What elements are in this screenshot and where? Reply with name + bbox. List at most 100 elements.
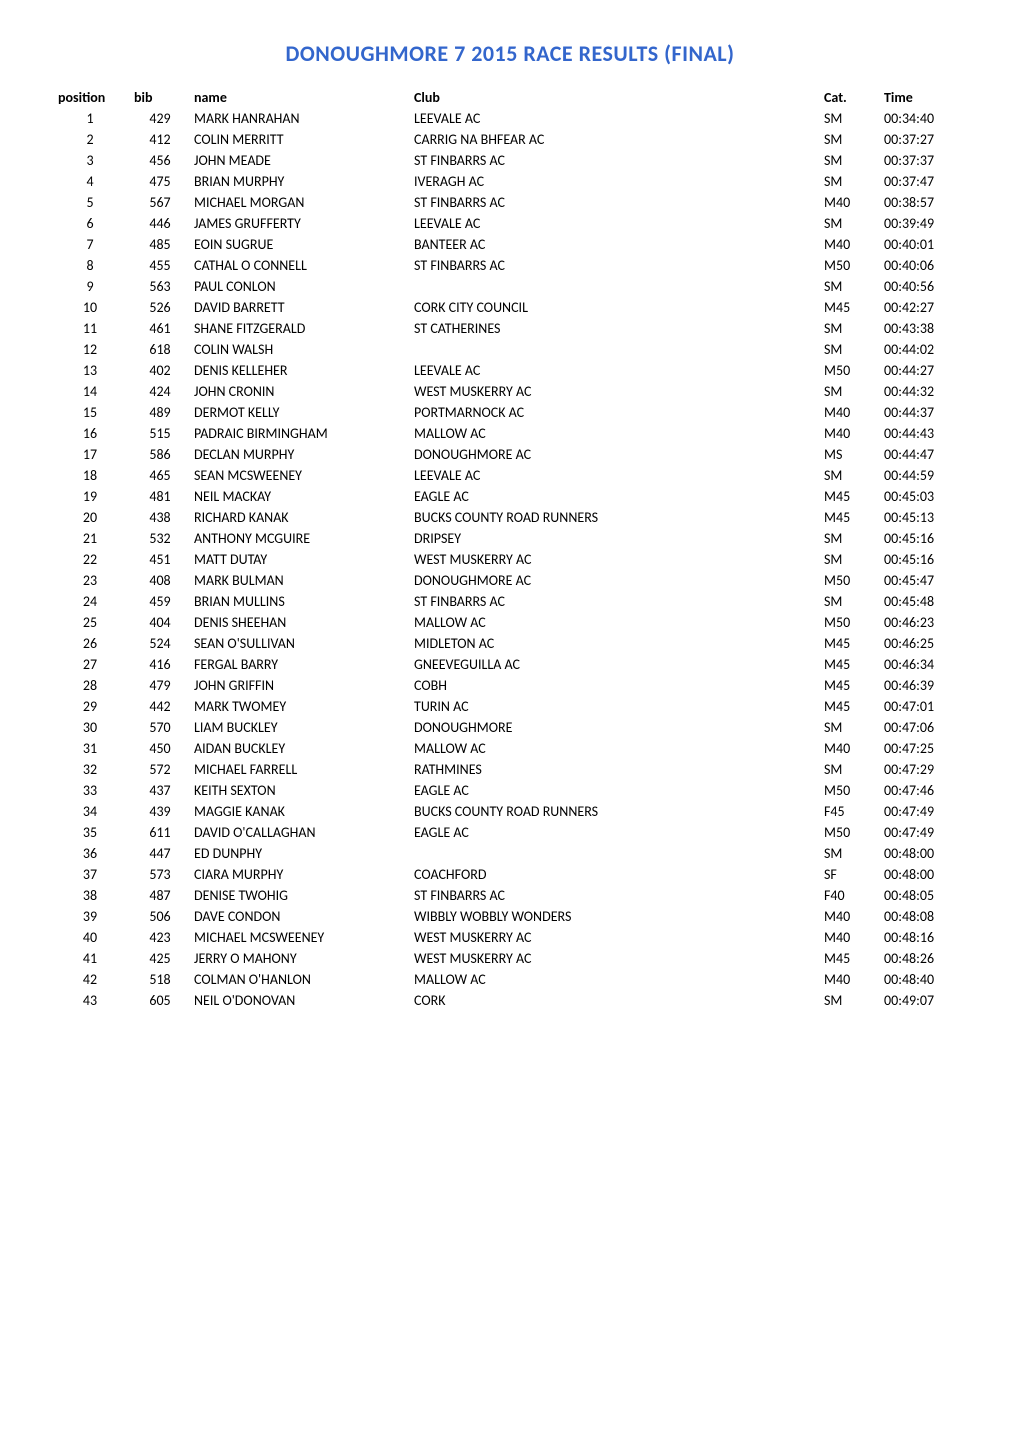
cell-position: 32 <box>50 759 130 780</box>
cell-bib: 442 <box>130 696 190 717</box>
table-row: 17586DECLAN MURPHYDONOUGHMORE ACMS00:44:… <box>50 444 970 465</box>
table-row: 25404DENIS SHEEHANMALLOW ACM5000:46:23 <box>50 612 970 633</box>
cell-cat: SM <box>820 129 880 150</box>
cell-cat: M45 <box>820 654 880 675</box>
table-row: 20438RICHARD KANAKBUCKS COUNTY ROAD RUNN… <box>50 507 970 528</box>
cell-bib: 570 <box>130 717 190 738</box>
cell-club: ST FINBARRS AC <box>410 192 820 213</box>
cell-cat: SM <box>820 339 880 360</box>
cell-cat: SM <box>820 150 880 171</box>
cell-bib: 412 <box>130 129 190 150</box>
table-row: 28479JOHN GRIFFINCOBHM4500:46:39 <box>50 675 970 696</box>
cell-cat: F45 <box>820 801 880 822</box>
cell-cat: SM <box>820 276 880 297</box>
cell-time: 00:46:25 <box>880 633 970 654</box>
cell-name: MICHAEL MORGAN <box>190 192 410 213</box>
table-row: 7485EOIN SUGRUEBANTEER ACM4000:40:01 <box>50 234 970 255</box>
cell-position: 23 <box>50 570 130 591</box>
cell-name: BRIAN MURPHY <box>190 171 410 192</box>
table-row: 8455CATHAL O CONNELLST FINBARRS ACM5000:… <box>50 255 970 276</box>
cell-name: MARK BULMAN <box>190 570 410 591</box>
cell-time: 00:44:43 <box>880 423 970 444</box>
cell-time: 00:40:06 <box>880 255 970 276</box>
cell-name: DENIS KELLEHER <box>190 360 410 381</box>
cell-time: 00:47:49 <box>880 801 970 822</box>
cell-bib: 515 <box>130 423 190 444</box>
cell-bib: 437 <box>130 780 190 801</box>
cell-club: ST FINBARRS AC <box>410 591 820 612</box>
cell-club: COACHFORD <box>410 864 820 885</box>
cell-position: 17 <box>50 444 130 465</box>
table-row: 15489DERMOT KELLYPORTMARNOCK ACM4000:44:… <box>50 402 970 423</box>
table-row: 37573CIARA MURPHYCOACHFORDSF00:48:00 <box>50 864 970 885</box>
table-row: 23408MARK BULMANDONOUGHMORE ACM5000:45:4… <box>50 570 970 591</box>
cell-time: 00:45:03 <box>880 486 970 507</box>
table-row: 34439MAGGIE KANAKBUCKS COUNTY ROAD RUNNE… <box>50 801 970 822</box>
cell-position: 41 <box>50 948 130 969</box>
cell-cat: SM <box>820 171 880 192</box>
cell-time: 00:44:59 <box>880 465 970 486</box>
cell-time: 00:45:13 <box>880 507 970 528</box>
cell-bib: 408 <box>130 570 190 591</box>
cell-name: SEAN O'SULLIVAN <box>190 633 410 654</box>
cell-club <box>410 339 820 360</box>
cell-position: 37 <box>50 864 130 885</box>
cell-position: 30 <box>50 717 130 738</box>
table-row: 36447ED DUNPHYSM00:48:00 <box>50 843 970 864</box>
cell-bib: 481 <box>130 486 190 507</box>
cell-club: BANTEER AC <box>410 234 820 255</box>
cell-bib: 439 <box>130 801 190 822</box>
cell-cat: M50 <box>820 360 880 381</box>
cell-name: BRIAN MULLINS <box>190 591 410 612</box>
table-body: 1429MARK HANRAHANLEEVALE ACSM00:34:40241… <box>50 108 970 1011</box>
cell-position: 3 <box>50 150 130 171</box>
cell-cat: M40 <box>820 927 880 948</box>
cell-position: 43 <box>50 990 130 1011</box>
table-row: 41425JERRY O MAHONYWEST MUSKERRY ACM4500… <box>50 948 970 969</box>
cell-club: DRIPSEY <box>410 528 820 549</box>
cell-time: 00:47:06 <box>880 717 970 738</box>
cell-cat: M45 <box>820 675 880 696</box>
cell-cat: M40 <box>820 192 880 213</box>
cell-bib: 532 <box>130 528 190 549</box>
cell-cat: M45 <box>820 486 880 507</box>
cell-bib: 404 <box>130 612 190 633</box>
cell-time: 00:46:23 <box>880 612 970 633</box>
cell-time: 00:40:01 <box>880 234 970 255</box>
cell-time: 00:47:25 <box>880 738 970 759</box>
cell-position: 8 <box>50 255 130 276</box>
cell-position: 40 <box>50 927 130 948</box>
table-row: 31450AIDAN BUCKLEYMALLOW ACM4000:47:25 <box>50 738 970 759</box>
table-row: 2412COLIN MERRITTCARRIG NA BHFEAR ACSM00… <box>50 129 970 150</box>
cell-cat: M45 <box>820 696 880 717</box>
cell-bib: 447 <box>130 843 190 864</box>
col-header-name: name <box>190 87 410 108</box>
cell-club: ST FINBARRS AC <box>410 150 820 171</box>
cell-position: 36 <box>50 843 130 864</box>
cell-bib: 611 <box>130 822 190 843</box>
cell-position: 19 <box>50 486 130 507</box>
cell-time: 00:46:39 <box>880 675 970 696</box>
cell-cat: SM <box>820 759 880 780</box>
cell-cat: M40 <box>820 906 880 927</box>
cell-name: KEITH SEXTON <box>190 780 410 801</box>
cell-name: CATHAL O CONNELL <box>190 255 410 276</box>
cell-time: 00:45:16 <box>880 549 970 570</box>
cell-cat: M45 <box>820 633 880 654</box>
cell-cat: SM <box>820 465 880 486</box>
cell-name: COLMAN O'HANLON <box>190 969 410 990</box>
cell-name: DENIS SHEEHAN <box>190 612 410 633</box>
cell-cat: SM <box>820 213 880 234</box>
cell-time: 00:47:49 <box>880 822 970 843</box>
cell-position: 33 <box>50 780 130 801</box>
table-row: 42518COLMAN O'HANLONMALLOW ACM4000:48:40 <box>50 969 970 990</box>
cell-bib: 489 <box>130 402 190 423</box>
table-row: 3456JOHN MEADEST FINBARRS ACSM00:37:37 <box>50 150 970 171</box>
cell-cat: SM <box>820 990 880 1011</box>
col-header-bib: bib <box>130 87 190 108</box>
cell-name: ED DUNPHY <box>190 843 410 864</box>
cell-position: 25 <box>50 612 130 633</box>
cell-position: 20 <box>50 507 130 528</box>
table-row: 13402DENIS KELLEHERLEEVALE ACM5000:44:27 <box>50 360 970 381</box>
cell-club: ST FINBARRS AC <box>410 885 820 906</box>
